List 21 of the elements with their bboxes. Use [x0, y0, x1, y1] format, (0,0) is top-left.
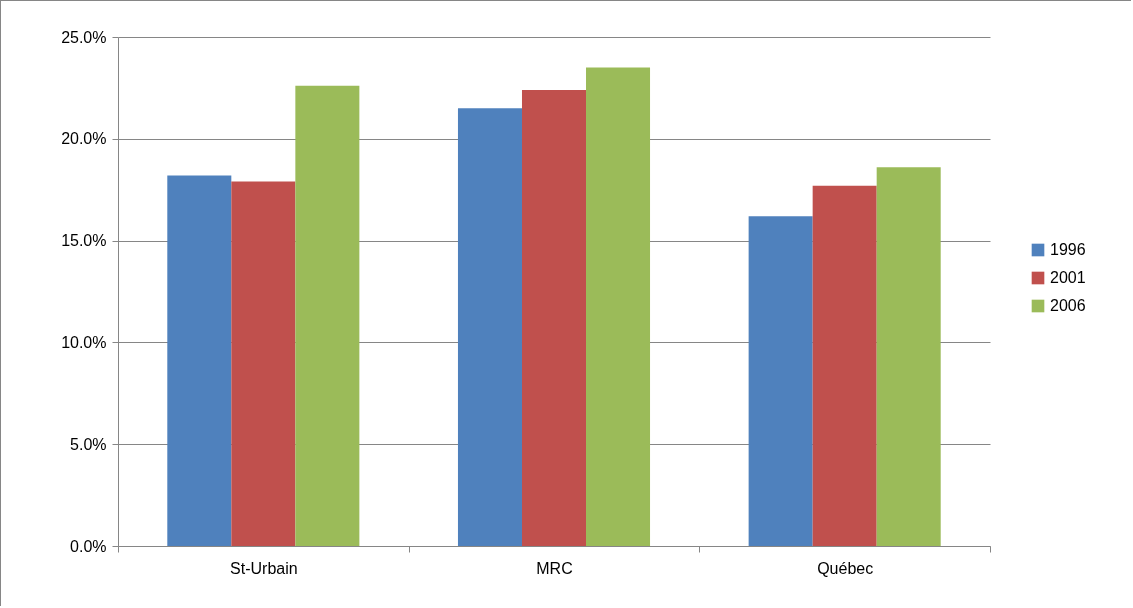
y-tick-label: 0.0% [70, 537, 107, 555]
legend-label: 1996 [1050, 241, 1086, 258]
bar [748, 216, 813, 546]
y-tick-label: 5.0% [70, 435, 107, 453]
legend-label: 2001 [1050, 269, 1086, 286]
bar [231, 181, 296, 546]
bar [812, 185, 877, 546]
bar [876, 167, 941, 546]
y-tick-label: 15.0% [61, 232, 107, 250]
bar [457, 108, 522, 546]
bar [167, 175, 232, 546]
bar [295, 85, 360, 546]
y-tick-label: 25.0% [61, 28, 107, 46]
bar [586, 67, 651, 546]
x-tick-label: Québec [817, 559, 874, 577]
x-tick-label: MRC [536, 559, 573, 577]
y-tick-label: 20.0% [61, 130, 107, 148]
x-tick-label: St-Urbain [230, 559, 298, 577]
y-tick-label: 10.0% [61, 333, 107, 351]
legend-label: 2006 [1050, 297, 1086, 314]
bar [521, 89, 587, 546]
